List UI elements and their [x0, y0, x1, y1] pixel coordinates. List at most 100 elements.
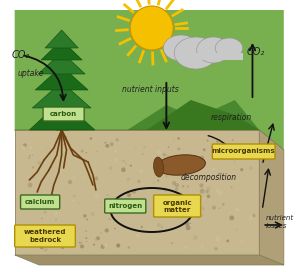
Circle shape — [125, 207, 127, 209]
Circle shape — [37, 161, 41, 165]
Circle shape — [85, 231, 87, 232]
Circle shape — [52, 157, 53, 159]
Text: decomposition: decomposition — [181, 173, 237, 182]
Circle shape — [216, 188, 220, 193]
Ellipse shape — [174, 37, 217, 69]
Circle shape — [127, 178, 130, 181]
Circle shape — [229, 211, 231, 213]
Circle shape — [221, 146, 225, 150]
Polygon shape — [15, 130, 284, 150]
Circle shape — [45, 243, 50, 248]
Circle shape — [163, 188, 167, 192]
Circle shape — [117, 208, 122, 212]
Text: weathered
bedrock: weathered bedrock — [24, 230, 66, 243]
Circle shape — [116, 138, 119, 141]
Circle shape — [143, 146, 146, 148]
Circle shape — [29, 146, 33, 149]
Polygon shape — [147, 100, 259, 130]
Polygon shape — [15, 130, 259, 255]
Circle shape — [161, 226, 163, 228]
Circle shape — [38, 197, 42, 201]
Circle shape — [52, 240, 54, 242]
Circle shape — [167, 176, 168, 177]
Circle shape — [217, 140, 221, 144]
Circle shape — [177, 137, 180, 140]
Circle shape — [192, 205, 197, 210]
Circle shape — [201, 207, 205, 211]
Circle shape — [103, 243, 108, 248]
Circle shape — [130, 165, 132, 167]
Circle shape — [110, 142, 114, 146]
Circle shape — [207, 194, 210, 198]
Circle shape — [47, 148, 48, 149]
Circle shape — [96, 236, 100, 240]
Circle shape — [129, 152, 130, 153]
Circle shape — [157, 180, 159, 182]
Circle shape — [53, 241, 56, 244]
Circle shape — [222, 203, 225, 206]
Circle shape — [94, 238, 98, 241]
Circle shape — [32, 176, 35, 179]
Circle shape — [78, 202, 80, 203]
Polygon shape — [32, 82, 91, 108]
Circle shape — [91, 212, 94, 216]
Circle shape — [104, 142, 106, 144]
Circle shape — [141, 226, 143, 228]
Circle shape — [52, 136, 54, 138]
Circle shape — [55, 203, 56, 205]
Circle shape — [73, 194, 76, 198]
Circle shape — [206, 187, 211, 191]
Circle shape — [203, 148, 206, 151]
Circle shape — [86, 219, 88, 220]
Circle shape — [175, 183, 179, 187]
Circle shape — [195, 174, 196, 176]
Circle shape — [47, 240, 50, 243]
Circle shape — [249, 166, 253, 170]
Circle shape — [83, 214, 87, 218]
Circle shape — [105, 144, 109, 148]
Circle shape — [29, 155, 31, 157]
Text: CO₂: CO₂ — [12, 50, 30, 60]
Circle shape — [62, 135, 67, 140]
Text: microorganisms: microorganisms — [212, 149, 275, 154]
Text: organic
matter: organic matter — [162, 199, 192, 212]
Circle shape — [65, 188, 66, 189]
Circle shape — [95, 177, 98, 181]
Circle shape — [58, 169, 62, 173]
Circle shape — [86, 152, 87, 153]
FancyBboxPatch shape — [212, 144, 275, 159]
Circle shape — [127, 200, 128, 201]
Circle shape — [116, 243, 120, 247]
Polygon shape — [56, 105, 68, 130]
Circle shape — [220, 149, 224, 152]
Circle shape — [174, 214, 178, 218]
Circle shape — [21, 228, 25, 232]
Circle shape — [212, 206, 216, 210]
Circle shape — [193, 235, 198, 240]
Text: nutrient inputs: nutrient inputs — [122, 85, 179, 94]
Circle shape — [175, 209, 177, 211]
Circle shape — [173, 139, 174, 140]
Polygon shape — [29, 100, 95, 130]
Circle shape — [79, 242, 80, 243]
Polygon shape — [35, 66, 88, 90]
FancyBboxPatch shape — [21, 195, 60, 209]
Circle shape — [211, 147, 212, 148]
Circle shape — [57, 192, 58, 193]
Circle shape — [122, 159, 125, 163]
Circle shape — [140, 169, 143, 173]
Circle shape — [95, 176, 98, 179]
Circle shape — [131, 189, 136, 194]
Circle shape — [160, 235, 161, 236]
Circle shape — [114, 158, 117, 162]
Circle shape — [240, 168, 243, 171]
Circle shape — [226, 239, 229, 242]
Polygon shape — [38, 52, 85, 74]
Circle shape — [128, 246, 130, 249]
Circle shape — [118, 203, 122, 207]
Circle shape — [100, 244, 105, 249]
Text: uptake: uptake — [18, 69, 44, 78]
Circle shape — [62, 144, 65, 146]
Circle shape — [63, 149, 65, 152]
Circle shape — [106, 194, 108, 196]
